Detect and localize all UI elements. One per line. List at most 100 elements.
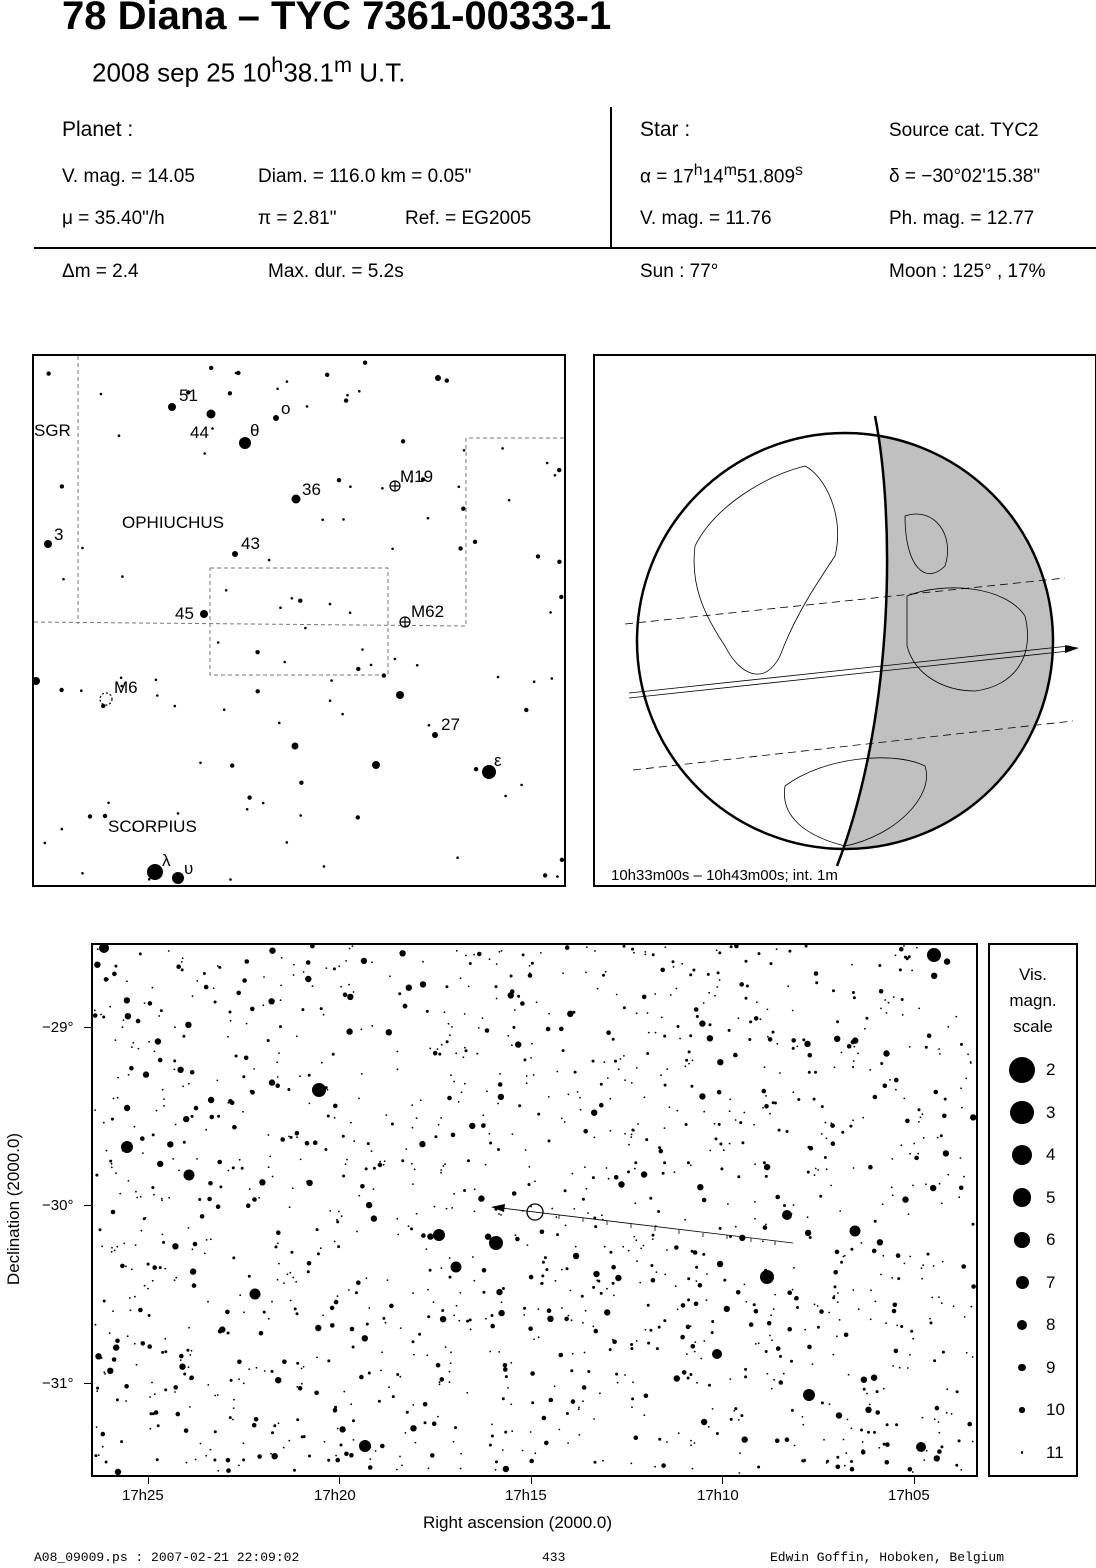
star [936,1136,939,1139]
star [305,975,312,983]
star [630,1462,633,1465]
scale-dot-6 [1014,1232,1030,1248]
star [271,1453,278,1460]
star [527,1183,531,1186]
star [216,965,219,967]
star [295,1280,298,1283]
star [438,1381,441,1384]
star [110,1117,114,1121]
sun-elongation: Sun : 77° [640,261,719,282]
star [692,1250,698,1255]
star [259,1179,266,1186]
star [570,1399,576,1404]
star [173,1059,177,1063]
star [759,1018,762,1021]
star [255,1366,258,1369]
star [473,767,479,772]
globe-svg: 10h33m00s – 10h43m00s; int. 1m [611,415,1079,884]
star [288,1439,291,1442]
star [707,1425,710,1428]
star [947,1026,950,1028]
star [573,1070,577,1074]
planet-vmag: V. mag. = 14.05 [62,166,195,187]
star [528,1166,531,1168]
star [911,969,913,972]
star [608,1348,612,1352]
star [389,975,391,978]
star [110,1250,113,1253]
star [876,1239,884,1246]
event-datetime: 2008 sep 25 10h38.1m U.T. [92,52,405,89]
star [196,980,199,982]
star [955,1390,958,1393]
star [841,1130,845,1134]
star [473,1279,476,1282]
star [500,1301,503,1304]
star [161,1350,165,1354]
star [875,1410,880,1415]
star [456,856,459,859]
star [517,994,521,998]
asteroid-path-line [500,1207,794,1244]
star [253,1417,259,1422]
star [429,1047,432,1050]
star [582,1400,584,1403]
star [807,1344,812,1350]
star [360,1028,363,1031]
star [419,1140,426,1148]
star [716,1260,724,1268]
star [739,1234,746,1241]
star [635,1067,638,1069]
star [379,1160,381,1163]
star [121,1141,133,1153]
scale-dot-5 [1012,1188,1032,1207]
star [540,952,542,954]
star [630,1343,634,1346]
star [440,1043,443,1046]
star [226,1468,231,1473]
star [294,1130,300,1136]
star [554,1279,557,1282]
star [899,946,904,952]
star [458,1319,461,1322]
shadow-path [624,577,1074,771]
star [133,1342,136,1345]
star [428,1268,432,1272]
star [413,1168,416,1171]
star [753,1308,759,1314]
star-51 [168,403,176,411]
star [338,965,341,968]
star [179,1359,182,1361]
star [523,1058,527,1062]
star [633,951,635,954]
star [459,977,462,980]
star [546,1308,552,1313]
star [733,1052,738,1058]
star-45 [200,610,208,618]
star [557,559,562,564]
star [377,1162,383,1168]
star [790,1359,793,1363]
star [708,991,711,994]
star [138,1307,143,1313]
star [238,1464,240,1467]
star [537,1308,540,1310]
star [315,1324,322,1332]
star [458,546,463,551]
star [960,1042,963,1046]
star [152,1187,155,1189]
star [292,974,295,976]
star [702,1252,706,1256]
star [701,1197,707,1203]
star [134,1295,136,1298]
star [527,973,533,978]
star [275,1377,282,1384]
star [593,1328,599,1334]
star [161,1199,163,1202]
star [593,1460,597,1464]
star [699,1020,706,1027]
star [347,993,354,1001]
star [593,1418,595,1420]
star [484,1163,487,1166]
star [216,1394,219,1396]
